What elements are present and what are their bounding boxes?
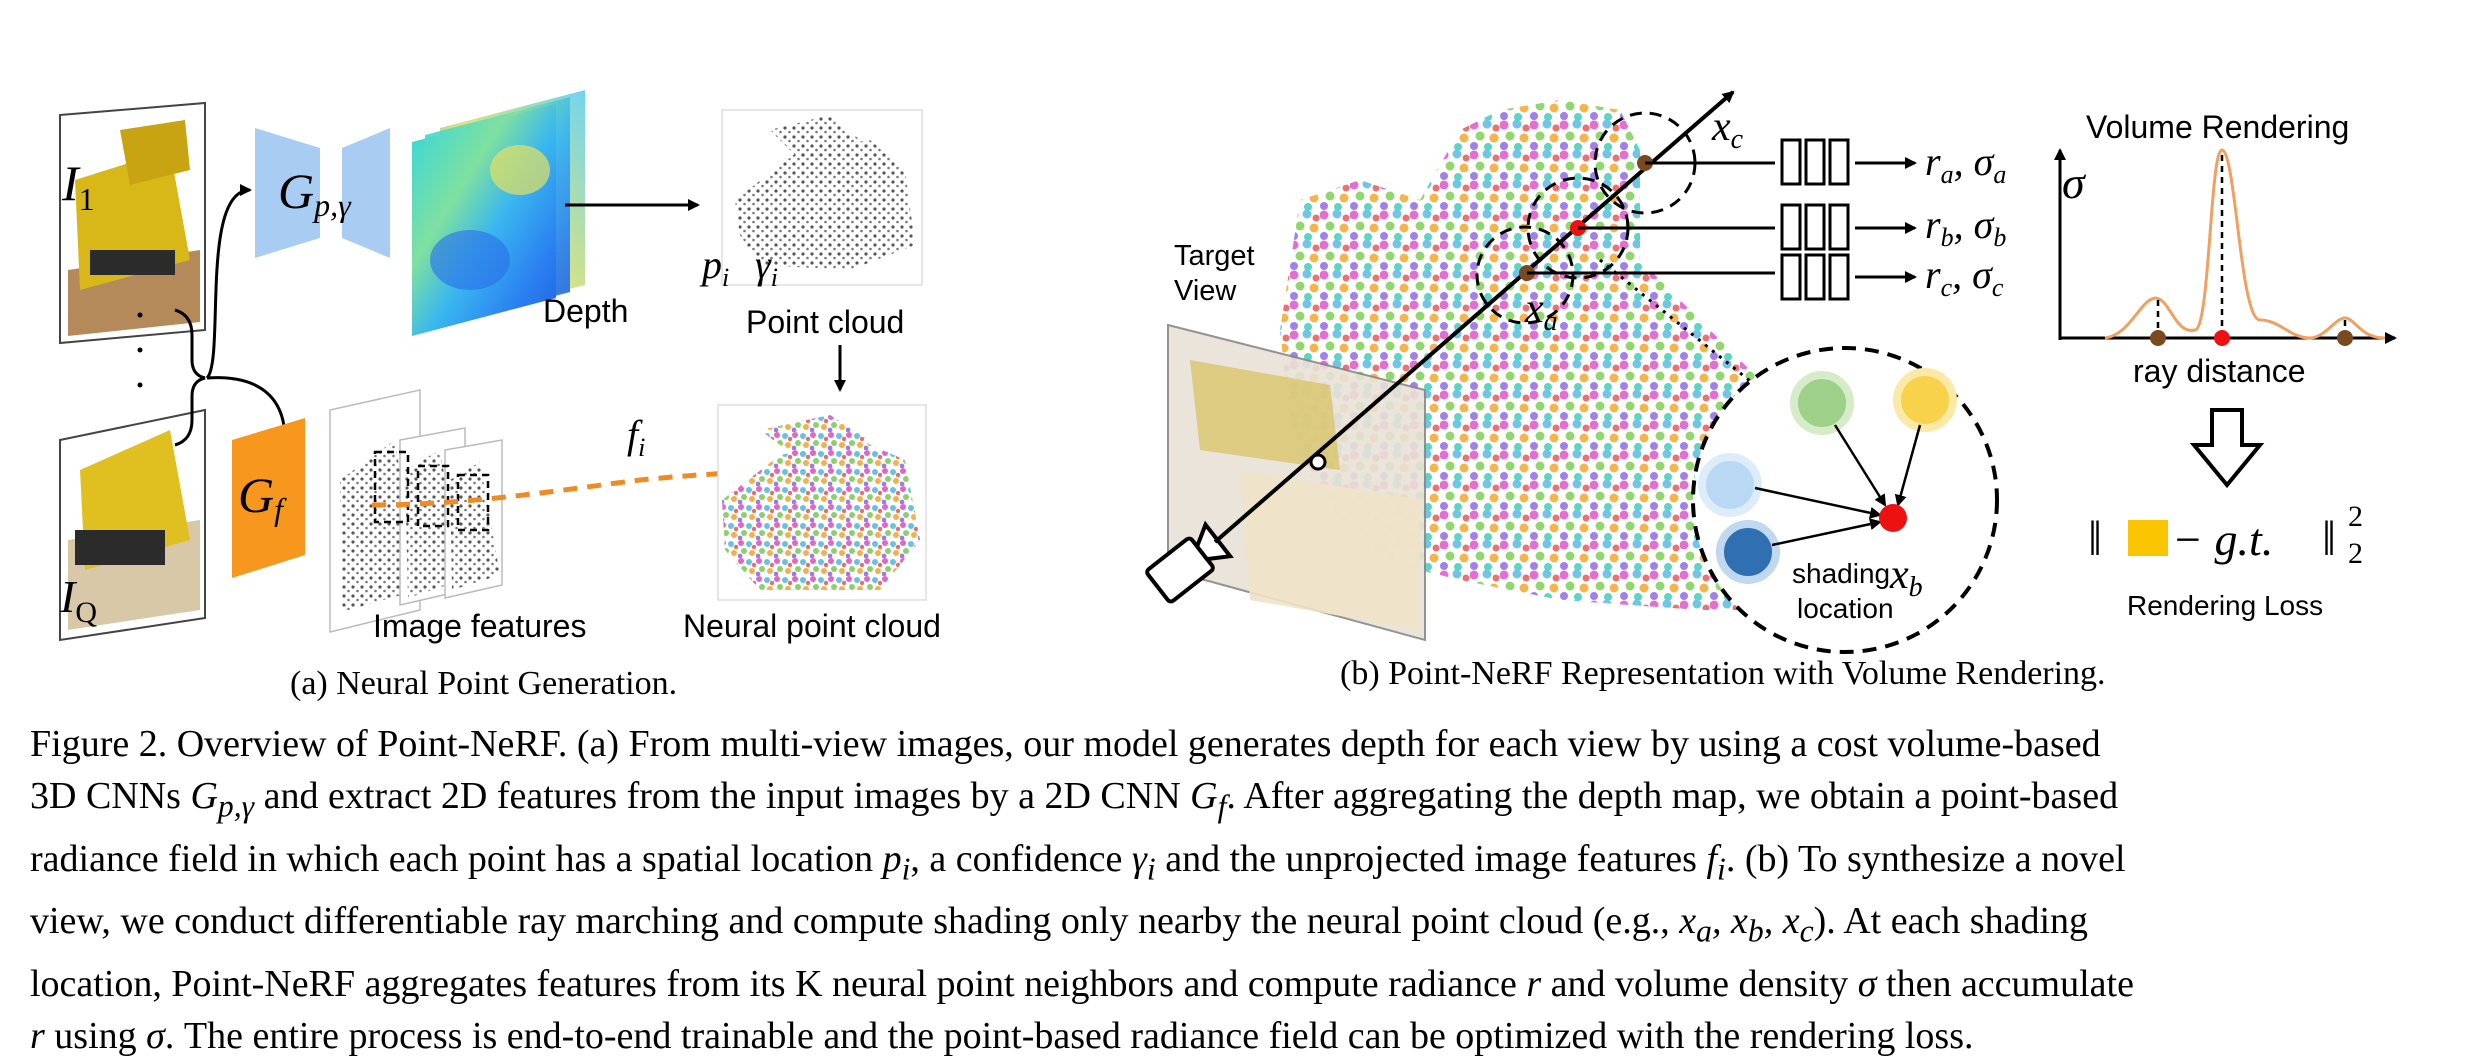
neighbor-lightblue [1698,453,1762,517]
density-curve [2104,148,2386,340]
panel-a: I1 IQ Gp,γ [59,90,941,644]
neural-point-cloud-label: Neural point cloud [683,608,941,644]
down-arrow-icon [2189,408,2265,489]
subcaption-b: (b) Point-NeRF Representation with Volum… [1340,655,2106,692]
xa-label: xa [1524,286,1558,337]
loss-norm-sup: 2 [2348,500,2363,533]
output-b: rb, σb [1925,202,2006,252]
caption-line-1: Figure 2. Overview of Point-NeRF. (a) Fr… [30,723,2101,765]
camera-icon [1145,520,1234,604]
input-image-q [59,408,206,642]
neighborhood-a [1475,225,1575,325]
depth-label: Depth [543,293,628,329]
point-cloud [721,109,923,286]
sigma-axis-label: σ [2062,157,2087,208]
caption-line-5: location, Point-NeRF aggregates features… [30,962,2134,1005]
gamma-label: γi [755,242,778,292]
loss-formula: − g.t. [2172,514,2273,565]
depth-encoder-label: Gp,γ [278,163,352,223]
target-view-label-2: View [1174,275,1237,307]
panel-b: Target View xc xa [1145,90,2397,654]
label-i1: I1 [61,155,95,217]
vr-sample-b [2214,330,2230,346]
loss-norm-right: ‖ [2322,510,2336,566]
arrow-to-depth-encoder [205,184,252,380]
caption-line-3: radiance field in which each point has a… [30,837,2126,887]
zoom-leader [1599,258,1756,387]
target-view-label-1: Target [1174,240,1255,272]
output-c: rc, σc [1925,252,2004,302]
pi-label: pi [699,242,729,292]
ray-distance-label: ray distance [2133,353,2306,389]
volume-rendering-title: Volume Rendering [2086,109,2349,145]
mlp-row-a [1645,138,1917,186]
target-view-plane [1167,323,1426,642]
loss-norm-sub: 2 [2348,537,2363,570]
input-image-1 [59,101,206,345]
caption-line-4: view, we conduct differentiable ray marc… [30,900,2089,949]
depth-maps [412,90,585,336]
neighbor-yellow [1893,368,1957,432]
caption-line-2: 3D CNNs Gp,γ and extract 2D features fro… [30,775,2119,824]
figure-diagram: I1 IQ Gp,γ [59,90,2397,654]
shading-label-2: location [1797,593,1894,624]
output-a: ra, σa [1925,139,2006,189]
image-features-label: Image features [373,608,586,644]
vr-sample-a [2150,330,2166,346]
feature-encoder-label: Gf [238,467,287,527]
neural-point-cloud [717,404,927,601]
shading-point [1879,504,1907,532]
neighbor-green [1790,371,1854,435]
xb-label: xb [1889,552,1923,603]
neighbor-darkblue [1716,520,1780,584]
ellipsis-dots [137,312,143,388]
mlp-row-b [1578,203,1917,251]
xc-label: xc [1711,104,1744,155]
feature-encoder [232,418,305,578]
image-features [329,389,503,633]
subcaption-a: (a) Neural Point Generation. [290,665,678,702]
depth-encoder [255,128,390,258]
fi-label: fi [627,412,645,462]
mlp-row-c [1527,253,1917,301]
rendered-color-swatch [2128,520,2168,556]
ray-pixel [1309,453,1327,471]
label-iq: IQ [59,571,97,629]
shading-label-1: shading [1792,558,1890,589]
point-cloud-label: Point cloud [746,304,904,340]
figure-caption: Figure 2. Overview of Point-NeRF. (a) Fr… [30,718,2450,1062]
loss-norm-left: ‖ [2088,510,2102,566]
rendering-loss-label: Rendering Loss [2127,590,2323,621]
caption-line-6: r using σ. The entire process is end-to-… [30,1014,1974,1057]
input-brace [174,308,206,447]
vr-sample-c [2337,330,2353,346]
